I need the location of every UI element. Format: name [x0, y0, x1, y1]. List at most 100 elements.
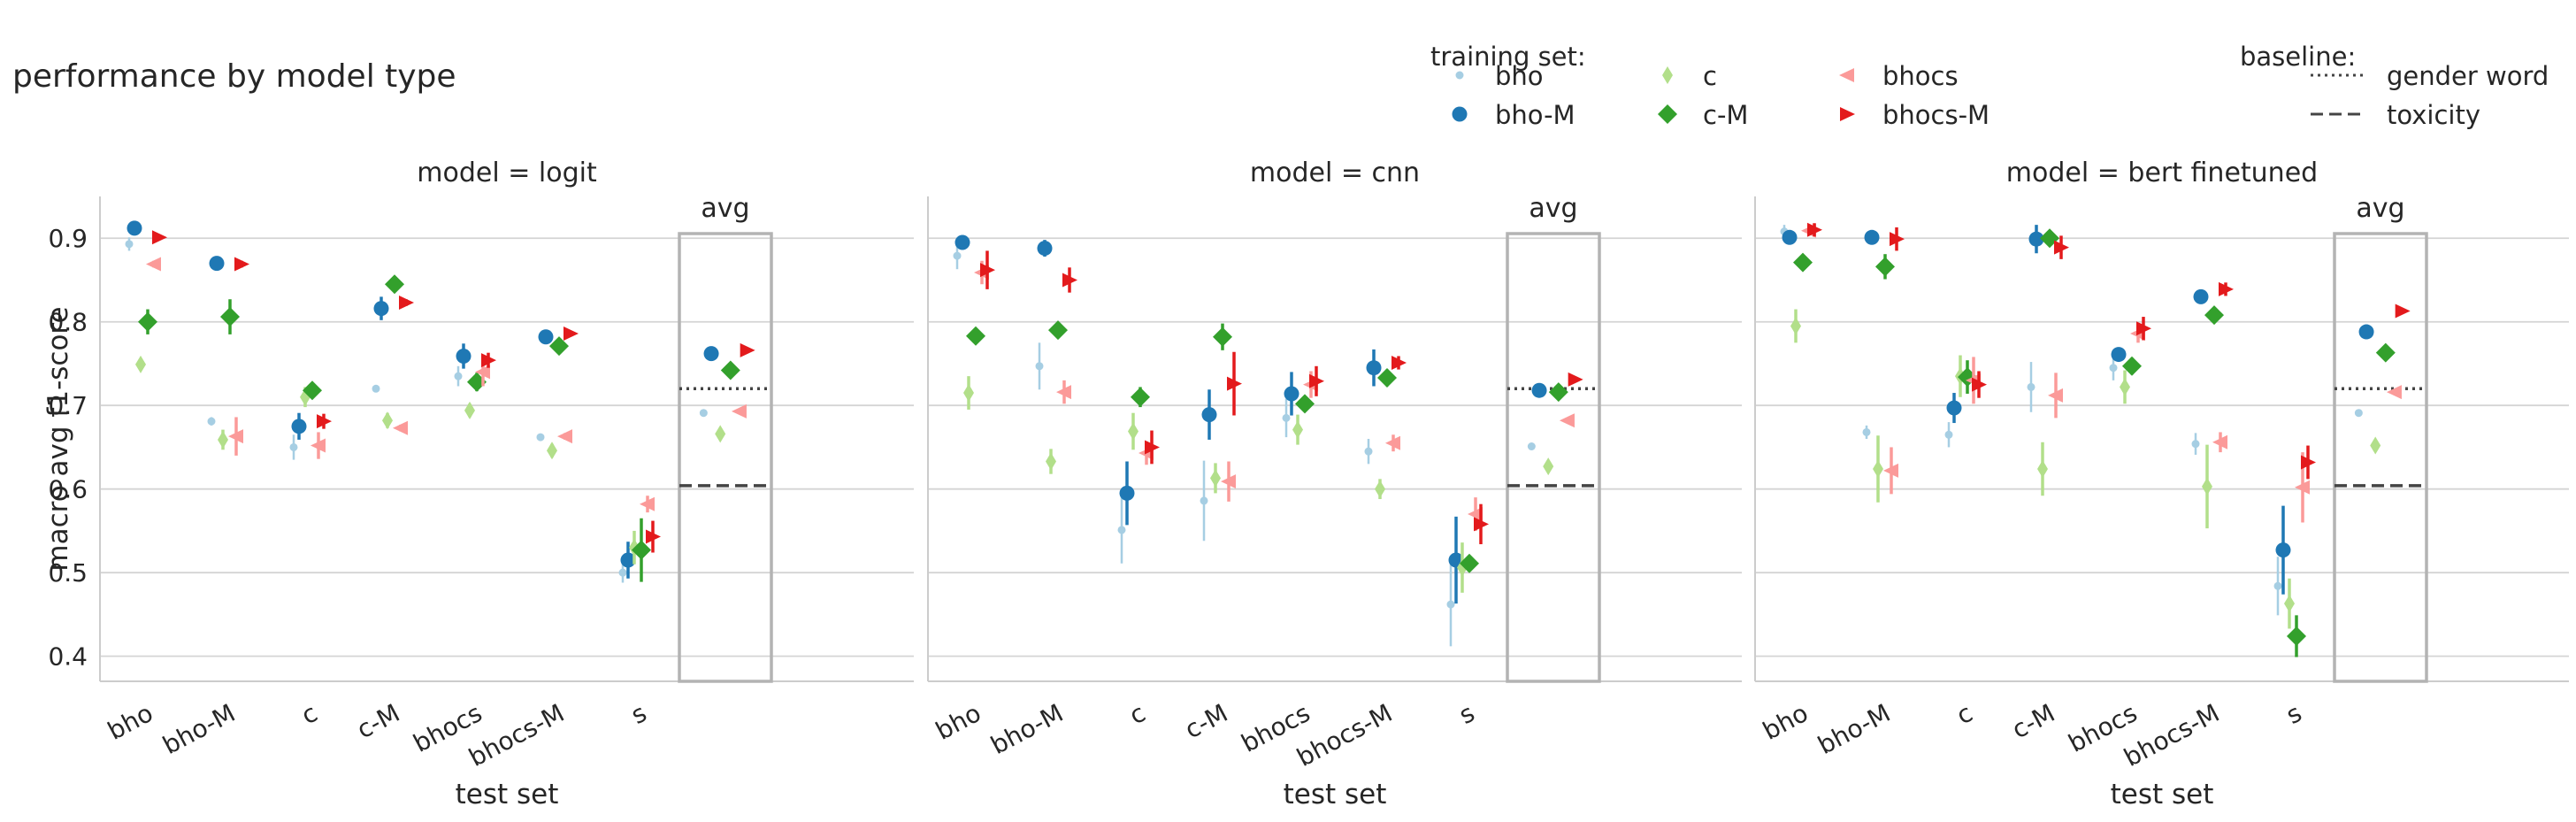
data-point — [1375, 480, 1385, 498]
legend: training set: baseline: bho bho-M c c-M bhoc… — [1430, 42, 2549, 130]
data-point — [289, 442, 298, 451]
legend-label-c: c — [1703, 61, 1717, 91]
legend-baselines: gender word toxicity — [2311, 61, 2549, 130]
data-point — [310, 438, 326, 453]
x-tick-label: c-M — [352, 698, 404, 744]
x-tick-label: s — [626, 698, 651, 730]
avg-point — [703, 346, 719, 362]
data-point — [2273, 581, 2282, 590]
series-bhocs-m — [1807, 222, 2411, 480]
series-bho-m — [126, 220, 719, 579]
x-tick-label: s — [2281, 698, 2306, 730]
data-point — [234, 257, 249, 272]
avg-point — [731, 403, 747, 419]
data-point — [1890, 232, 1905, 247]
data-point — [1201, 407, 1217, 423]
y-tick-label: 0.4 — [48, 642, 88, 672]
legend-item-bhocs: bhocs — [1839, 61, 1959, 91]
series-c — [135, 355, 726, 565]
x-tick-label: c-M — [2007, 698, 2059, 744]
series-bhocs — [974, 260, 1575, 531]
legend-baseline-toxicity: toxicity — [2311, 100, 2480, 130]
data-point — [1309, 373, 1324, 388]
data-point — [220, 307, 240, 327]
legend-baseline-gender-word: gender word — [2311, 61, 2549, 91]
data-point — [1790, 317, 1801, 335]
data-point — [209, 256, 225, 272]
data-point — [1460, 553, 1479, 573]
data-point — [1210, 469, 1221, 488]
legend-item-bhocs-m: bhocs-M — [1840, 100, 1990, 130]
legend-marker-c-m — [1658, 104, 1677, 124]
x-tick-label: c — [1124, 698, 1150, 730]
data-point — [1221, 474, 1236, 489]
x-tick-label: bho-M — [1813, 698, 1896, 760]
data-point — [1793, 252, 1813, 273]
series-bho — [1780, 225, 2363, 616]
data-point — [291, 419, 307, 434]
data-point — [2301, 455, 2316, 470]
data-point — [475, 365, 490, 380]
data-point — [456, 348, 472, 364]
legend-baseline-label-gender-word: gender word — [2387, 61, 2549, 91]
data-point — [1377, 368, 1397, 388]
data-point — [549, 336, 569, 357]
data-point — [135, 355, 146, 373]
data-point — [126, 220, 142, 236]
data-point — [620, 552, 636, 568]
data-point — [954, 234, 970, 250]
data-point — [2120, 378, 2130, 396]
legend-item-c: c — [1662, 61, 1717, 91]
data-point — [1117, 526, 1126, 534]
avg-point — [2354, 409, 2363, 418]
legend-label-bho-m: bho-M — [1495, 100, 1576, 130]
data-point — [980, 263, 995, 278]
avg-point — [2375, 342, 2396, 363]
avg-point — [1559, 413, 1575, 428]
series-c-m — [1793, 228, 2396, 657]
avg-point — [740, 342, 755, 357]
data-point — [1807, 222, 1822, 237]
avg-label: avg — [2356, 193, 2404, 224]
avg-box — [678, 232, 773, 683]
x-axis-label: test set — [2111, 779, 2214, 810]
series-bho — [953, 242, 1536, 647]
data-point — [1873, 460, 1883, 479]
avg-label: avg — [1529, 193, 1577, 224]
data-point — [1128, 422, 1138, 441]
data-point — [2037, 460, 2048, 479]
data-point — [399, 295, 414, 310]
data-point — [2054, 240, 2069, 255]
legend-label-bho: bho — [1495, 61, 1544, 91]
panel-title: model = logit — [417, 157, 597, 188]
panel-title: model = bert finetuned — [2006, 157, 2318, 188]
data-point — [2122, 356, 2142, 376]
data-point — [2193, 288, 2209, 304]
y-tick-label: 0.8 — [48, 308, 88, 337]
data-point — [2136, 321, 2151, 336]
data-point — [2027, 382, 2036, 391]
data-point — [1295, 394, 1315, 414]
data-point — [618, 568, 627, 577]
series-bho — [125, 237, 708, 583]
legend-marker-bhocs-m — [1840, 107, 1855, 121]
x-tick-label: c — [296, 698, 322, 730]
data-point — [2287, 626, 2306, 646]
data-point — [2275, 542, 2291, 558]
data-point — [1446, 600, 1455, 609]
y-tick-label: 0.6 — [48, 475, 88, 504]
x-tick-label: bho — [103, 698, 157, 746]
x-tick-label: c — [1951, 698, 1977, 730]
x-tick-label: bhocs-M — [1292, 698, 1398, 772]
data-point — [454, 372, 463, 380]
data-point — [1364, 447, 1373, 456]
data-point — [1875, 257, 1895, 277]
data-point — [1145, 440, 1160, 455]
data-point — [2191, 440, 2200, 449]
data-point — [1864, 229, 1880, 245]
avg-box — [2333, 232, 2428, 683]
data-point — [2048, 388, 2063, 403]
data-point — [646, 529, 661, 544]
data-point — [963, 384, 974, 403]
